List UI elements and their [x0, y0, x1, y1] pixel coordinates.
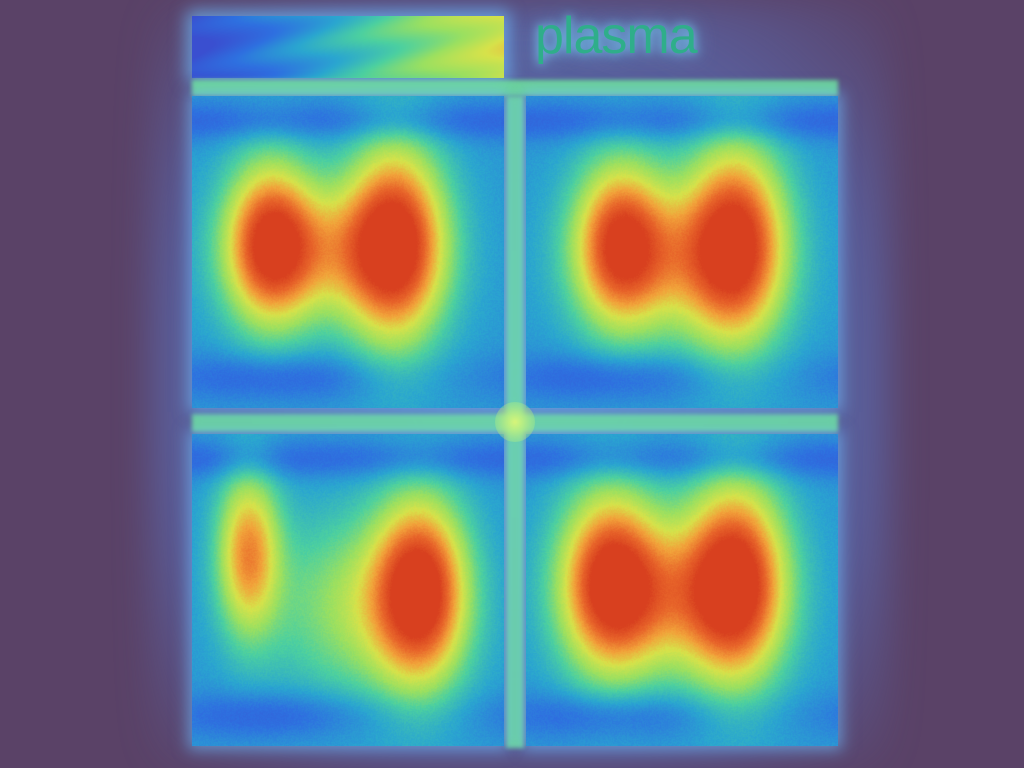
colormap-label: plasma — [535, 6, 697, 66]
heatmap-panel-top-left — [192, 96, 504, 408]
heatmap-canvas-top-right — [526, 96, 838, 408]
colorbar-gradient — [192, 16, 504, 78]
heatmap-canvas-bottom-left — [192, 434, 504, 746]
heatmap-canvas-top-left — [192, 96, 504, 408]
heatmap-canvas-bottom-right — [526, 434, 838, 746]
grid-divider-top — [192, 80, 838, 96]
grid-intersection-highlight — [495, 402, 535, 442]
heatmap-panel-bottom-left — [192, 434, 504, 746]
heatmap-panel-bottom-right — [526, 434, 838, 746]
heatmap-panel-top-right — [526, 96, 838, 408]
colorbar — [192, 16, 504, 78]
